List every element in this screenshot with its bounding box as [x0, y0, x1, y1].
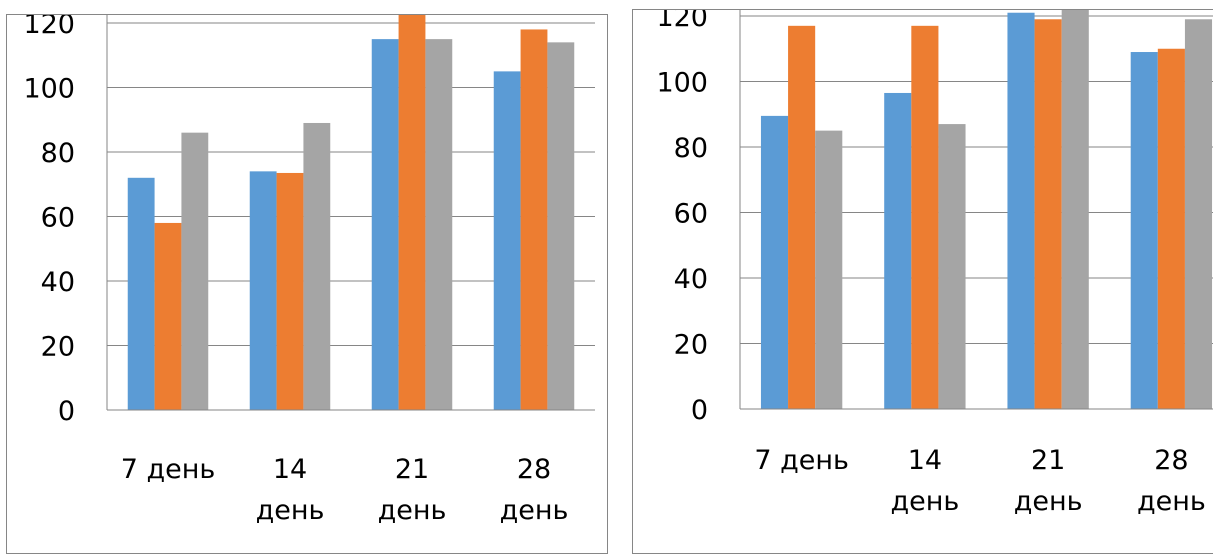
bar-series-2-cat-4 — [1157, 48, 1185, 409]
bar-chart-right: 0 20 40 60 80 100 120 7 день 14 день 21 день 28 день — [656, 9, 1213, 517]
y-tick-label: 80 — [41, 138, 75, 169]
y-tick-label: 80 — [674, 133, 708, 164]
x-category-label: 14 — [273, 454, 307, 485]
y-tick-label: 20 — [674, 330, 708, 361]
x-category-label: день — [1014, 486, 1083, 517]
y-tick-label: 100 — [656, 68, 708, 99]
y-tick-label: 60 — [41, 203, 75, 234]
y-tick-label: 60 — [674, 199, 708, 230]
bar-series-1-cat-1 — [760, 115, 789, 409]
bar-series-1-cat-3 — [1007, 12, 1035, 409]
bar-series-2-cat-3 — [398, 15, 426, 410]
y-tick-label: 40 — [674, 264, 708, 295]
x-category-label: 28 — [517, 454, 551, 485]
bar-series-1-cat-4 — [1130, 52, 1158, 410]
x-category-label: день — [1137, 486, 1206, 517]
x-category-label: день — [378, 495, 447, 526]
bar-series-3-cat-1 — [815, 130, 843, 409]
bar-series-2-cat-1 — [788, 25, 816, 409]
chart-panel-right: 0 20 40 60 80 100 120 7 день 14 день 21 день 28 день — [632, 9, 1213, 554]
y-tick-label: 100 — [23, 74, 75, 105]
bar-series-2-cat-2 — [276, 172, 304, 410]
x-category-label: 28 — [1154, 445, 1188, 476]
bar-series-3-cat-4 — [1184, 19, 1213, 410]
bar-series-1-cat-3 — [371, 39, 399, 410]
bar-series-1-cat-1 — [127, 177, 155, 410]
bar-chart-left: 0 20 40 60 80 100 120 7 день 14 день 21 день 28 день — [23, 14, 595, 526]
bar-series-3-cat-4 — [547, 42, 575, 410]
bar-series-1-cat-2 — [249, 171, 277, 410]
x-category-label: день — [890, 486, 959, 517]
y-tick-label: 0 — [691, 395, 708, 426]
bar-series-2-cat-4 — [520, 29, 548, 410]
x-category-label: 7 день — [121, 454, 216, 485]
y-tick-label: 120 — [23, 14, 75, 40]
bar-series-1-cat-4 — [493, 71, 521, 410]
y-tick-label: 40 — [41, 267, 75, 298]
chart-panel-left: 0 20 40 60 80 100 120 7 день 14 день 21 день 28 день — [6, 14, 608, 554]
x-category-label: 14 — [908, 445, 942, 476]
y-tick-label: 20 — [41, 332, 75, 363]
x-category-label: 7 день — [754, 445, 849, 476]
bar-series-3-cat-1 — [181, 132, 209, 410]
bar-series-3-cat-2 — [303, 122, 331, 410]
bar-series-3-cat-3 — [1061, 10, 1089, 409]
bar-series-3-cat-3 — [425, 39, 453, 410]
bar-series-1-cat-2 — [884, 92, 912, 410]
bar-series-2-cat-1 — [154, 222, 182, 410]
bar-series-2-cat-2 — [911, 25, 939, 409]
bar-series-2-cat-3 — [1034, 19, 1062, 410]
x-category-label: день — [500, 495, 569, 526]
x-category-label: 21 — [1031, 445, 1065, 476]
y-tick-label: 120 — [656, 9, 708, 33]
x-category-label: день — [256, 495, 325, 526]
x-category-label: 21 — [395, 454, 429, 485]
bar-series-3-cat-2 — [938, 124, 966, 409]
y-tick-label: 0 — [58, 396, 75, 427]
